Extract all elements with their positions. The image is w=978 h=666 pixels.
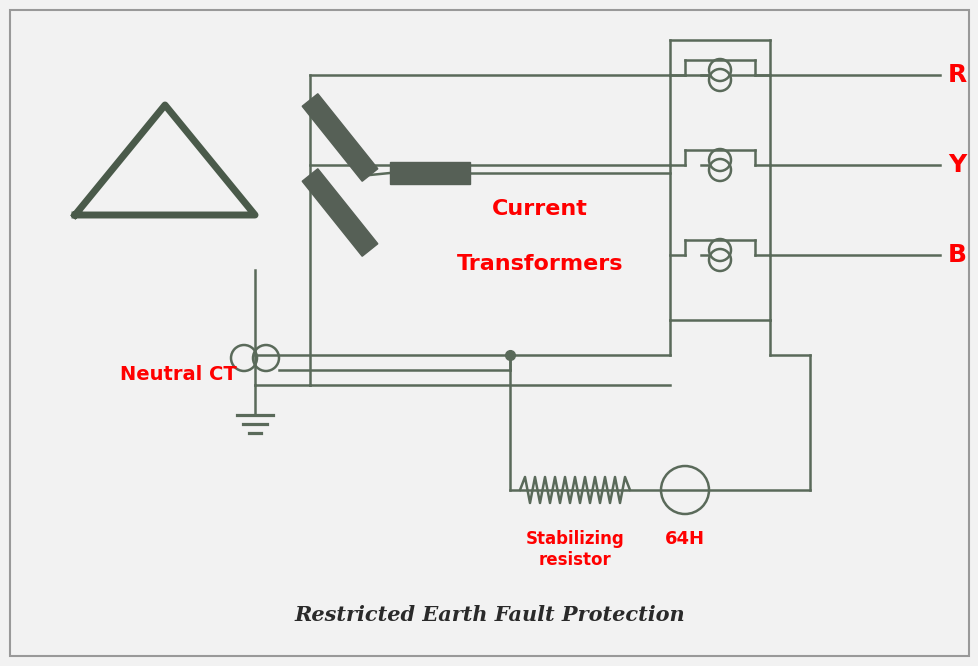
Text: 64H: 64H <box>664 530 704 548</box>
Text: R: R <box>947 63 966 87</box>
Text: Current: Current <box>492 199 588 219</box>
Text: B: B <box>947 243 966 267</box>
Text: Transformers: Transformers <box>457 254 623 274</box>
Polygon shape <box>302 168 378 256</box>
Text: Restricted Earth Fault Protection: Restricted Earth Fault Protection <box>294 605 685 625</box>
Text: Stabilizing
resistor: Stabilizing resistor <box>525 530 624 569</box>
Bar <box>389 162 469 184</box>
Text: Neutral CT: Neutral CT <box>120 366 237 384</box>
Text: Y: Y <box>947 153 965 177</box>
Polygon shape <box>302 94 378 181</box>
